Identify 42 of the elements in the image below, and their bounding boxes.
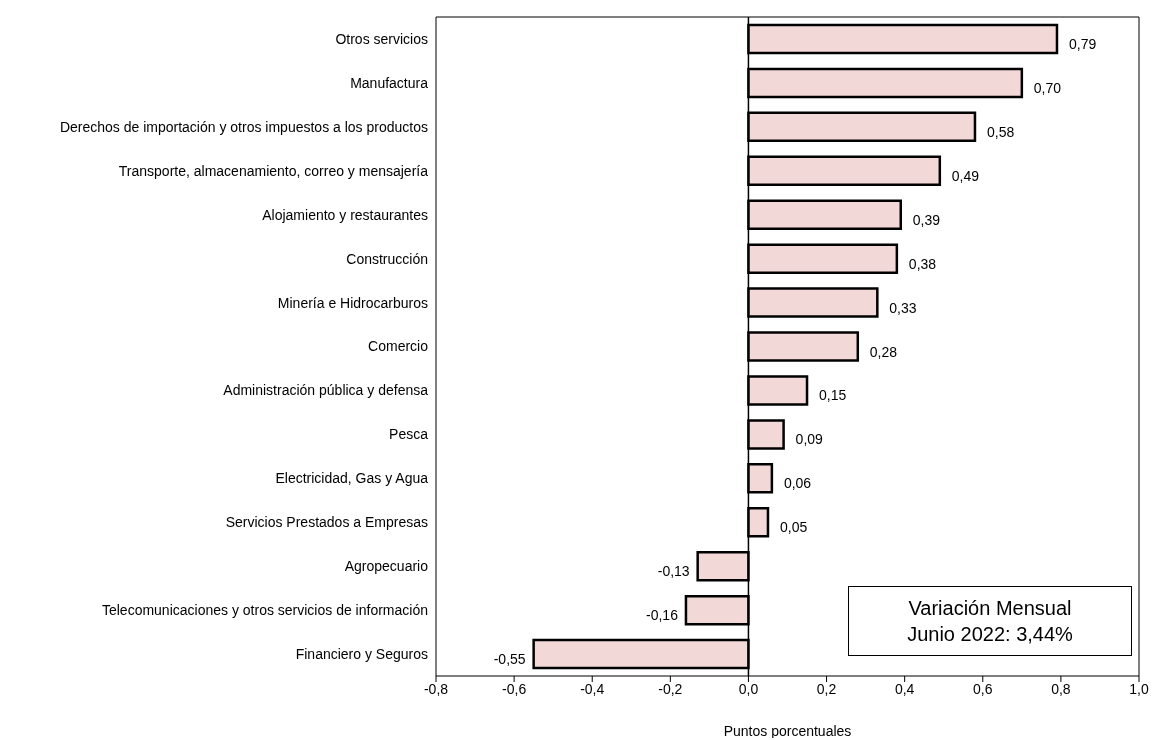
y-tick-label: Transporte, almacenamiento, correo y mensajería (118, 162, 429, 179)
y-tick-label: Servicios Prestados a Empresas (225, 514, 428, 531)
x-tick-label: 0,4 (894, 680, 915, 697)
x-tick-label: 0,6 (973, 680, 993, 697)
x-tick-label: -0,2 (658, 680, 683, 697)
y-tick-label: Construcción (346, 250, 428, 267)
note-box: Variación Mensual Junio 2022: 3,44% (848, 586, 1132, 656)
y-tick-label: Otros servicios (335, 30, 428, 47)
x-tick-label: 0,0 (738, 680, 759, 697)
data-label: 0,15 (819, 387, 847, 404)
y-tick-label: Telecomunicaciones y otros servicios de información (101, 602, 428, 619)
data-label: 0,58 (986, 123, 1015, 140)
data-label: -0,55 (493, 651, 526, 668)
data-label: 0,79 (1068, 36, 1097, 52)
data-label: -0,13 (657, 563, 690, 580)
y-tick-label: Agropecuario (344, 558, 429, 575)
data-label: 0,05 (779, 519, 808, 536)
y-tick-label: Comercio (368, 338, 429, 355)
y-tick-label: Administración pública y defensa (223, 382, 429, 399)
x-tick-label: 1,0 (1129, 680, 1149, 697)
data-label: 0,09 (795, 431, 824, 448)
data-label: 0,33 (889, 299, 917, 316)
x-tick-label: -0,6 (502, 680, 527, 697)
data-label: 0,39 (912, 211, 941, 228)
data-label: 0,06 (783, 475, 812, 492)
x-tick-label: -0,8 (423, 680, 449, 697)
x-axis-title: Puntos porcentuales (723, 723, 852, 739)
x-tick-label: -0,4 (580, 680, 605, 697)
y-tick-label: Manufactura (350, 74, 429, 91)
y-tick-label: Financiero y Seguros (295, 646, 428, 662)
x-tick-label: 0,8 (1051, 680, 1071, 697)
y-tick-label: Pesca (389, 426, 429, 443)
data-label: -0,16 (646, 607, 679, 624)
x-tick-label: 0,2 (816, 680, 837, 697)
y-tick-label: Electricidad, Gas y Agua (275, 470, 429, 487)
data-label: 0,28 (869, 343, 898, 360)
y-tick-label: Minería e Hidrocarburos (277, 294, 428, 311)
y-tick-label: Alojamiento y restaurantes (262, 206, 428, 223)
data-label: 0,38 (908, 255, 937, 272)
y-tick-label: Derechos de importación y otros impuestos a los productos (59, 118, 428, 135)
data-label: 0,70 (1033, 79, 1062, 96)
data-label: 0,49 (951, 167, 980, 184)
